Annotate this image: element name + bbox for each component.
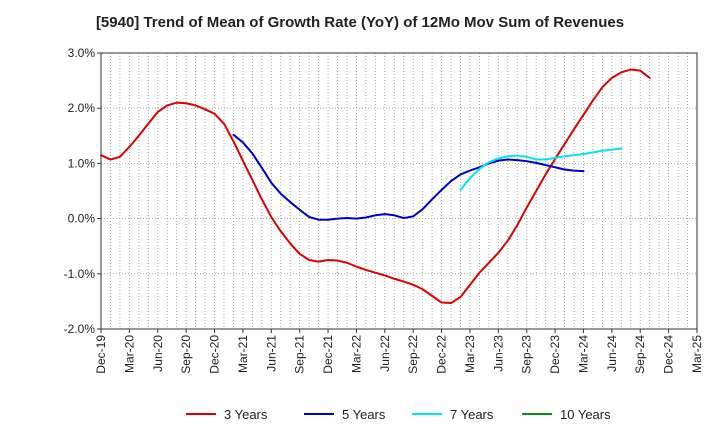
x-tick-label: Sep-21	[293, 335, 307, 374]
y-tick-label: -2.0%	[64, 322, 96, 336]
x-tick-label: Mar-20	[122, 335, 136, 373]
x-tick-label: Dec-23	[548, 335, 562, 374]
legend-label-10-years: 10 Years	[560, 407, 611, 422]
legend-label-3-years: 3 Years	[224, 407, 268, 422]
y-tick-label: 3.0%	[68, 46, 96, 60]
y-tick-label: 1.0%	[68, 156, 96, 170]
y-tick-label: 2.0%	[68, 101, 96, 115]
x-tick-label: Jun-22	[378, 335, 392, 372]
x-tick-label: Dec-24	[662, 335, 676, 374]
plot-border	[100, 52, 698, 330]
x-tick-label: Dec-19	[94, 335, 108, 374]
x-tick-label: Mar-25	[690, 335, 704, 373]
x-tick-label: Mar-21	[236, 335, 250, 373]
chart-title: [5940] Trend of Mean of Growth Rate (YoY…	[95, 14, 625, 31]
x-tick-label: Mar-24	[576, 335, 590, 373]
x-tick-label: Jun-21	[264, 335, 278, 372]
x-tick-label: Mar-22	[349, 335, 363, 373]
x-tick-label: Sep-22	[406, 335, 420, 374]
legend-label-5-years: 5 Years	[342, 407, 386, 422]
y-tick-label: 0.0%	[68, 212, 96, 226]
legend-label-7-years: 7 Years	[450, 407, 494, 422]
series-line-5-years	[232, 133, 585, 221]
x-tick-label: Dec-20	[208, 335, 222, 374]
x-tick-label: Dec-21	[321, 335, 335, 374]
plot-area	[101, 53, 697, 329]
x-tick-label: Sep-20	[179, 335, 193, 374]
series-line-3-years	[100, 68, 651, 305]
x-tick-label: Dec-22	[435, 335, 449, 374]
x-tick-label: Jun-24	[605, 335, 619, 372]
x-tick-label: Sep-24	[633, 335, 647, 374]
x-tick-label: Jun-23	[491, 335, 505, 372]
x-tick-label: Mar-23	[463, 335, 477, 373]
y-tick-label: -1.0%	[64, 267, 96, 281]
x-tick-label: Sep-23	[520, 335, 534, 374]
x-tick-label: Jun-20	[151, 335, 165, 372]
series-line-7-years	[459, 147, 623, 191]
